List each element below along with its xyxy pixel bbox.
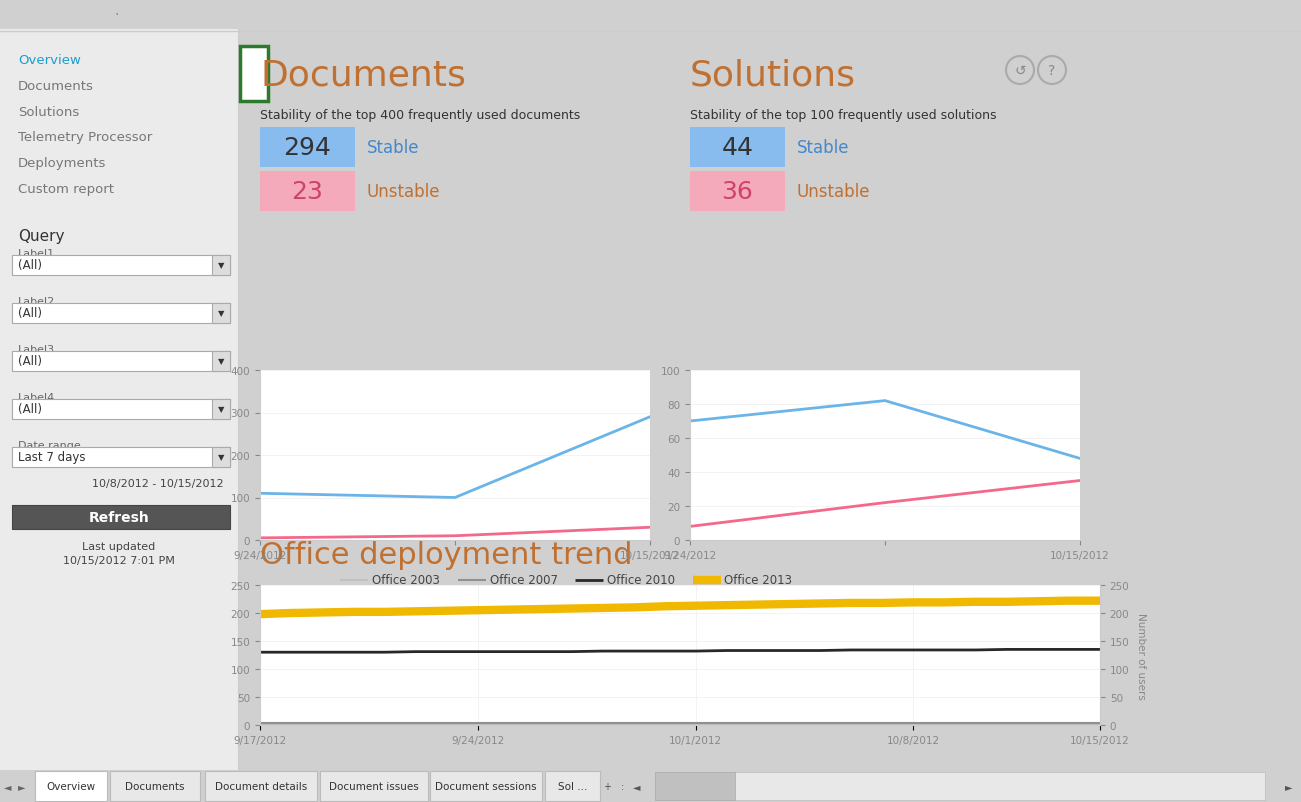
Text: Last 7 days: Last 7 days bbox=[18, 451, 86, 464]
Text: Deployments: Deployments bbox=[18, 157, 107, 170]
Text: Document details: Document details bbox=[215, 781, 307, 791]
Text: ▼: ▼ bbox=[217, 453, 224, 462]
Bar bbox=[212, 304, 230, 323]
Bar bbox=[212, 351, 230, 371]
Text: (All): (All) bbox=[18, 403, 42, 416]
Text: ↺: ↺ bbox=[1015, 64, 1025, 78]
Text: (All): (All) bbox=[18, 259, 42, 272]
FancyBboxPatch shape bbox=[431, 771, 543, 801]
Text: Sol ...: Sol ... bbox=[558, 781, 587, 791]
Text: :: : bbox=[621, 781, 623, 791]
Text: +: + bbox=[602, 781, 611, 791]
Text: Office deployment trend: Office deployment trend bbox=[260, 541, 632, 569]
Text: Solutions: Solutions bbox=[690, 59, 856, 93]
Text: 23: 23 bbox=[291, 180, 324, 204]
FancyBboxPatch shape bbox=[35, 771, 107, 801]
Text: 44: 44 bbox=[722, 136, 753, 160]
Text: ▼: ▼ bbox=[217, 309, 224, 318]
Bar bbox=[12, 351, 230, 371]
Text: Query: Query bbox=[18, 229, 65, 243]
Bar bbox=[212, 256, 230, 276]
Bar bbox=[212, 448, 230, 468]
Bar bbox=[654, 772, 1265, 800]
Text: Refresh: Refresh bbox=[88, 510, 150, 525]
Text: Document sessions: Document sessions bbox=[436, 781, 537, 791]
FancyBboxPatch shape bbox=[111, 771, 200, 801]
Text: Office 2013: Office 2013 bbox=[725, 573, 792, 587]
Text: Documents: Documents bbox=[125, 781, 185, 791]
Bar bbox=[260, 128, 355, 168]
Bar bbox=[12, 256, 230, 276]
Text: Office 2007: Office 2007 bbox=[489, 573, 558, 587]
Bar bbox=[12, 304, 230, 323]
Text: Label2: Label2 bbox=[18, 297, 55, 306]
Text: ►: ► bbox=[1285, 781, 1293, 791]
Text: Last updated
10/15/2012 7:01 PM: Last updated 10/15/2012 7:01 PM bbox=[62, 541, 174, 565]
Text: ▼: ▼ bbox=[217, 261, 224, 270]
Text: ◄: ◄ bbox=[4, 781, 12, 791]
Text: Stability of the top 400 frequently used documents: Stability of the top 400 frequently used… bbox=[260, 109, 580, 123]
Text: Overview: Overview bbox=[47, 781, 95, 791]
Bar bbox=[690, 172, 785, 212]
Bar bbox=[0, 30, 238, 770]
Text: 10/8/2012 - 10/15/2012: 10/8/2012 - 10/15/2012 bbox=[92, 479, 224, 488]
Text: Unstable: Unstable bbox=[798, 183, 870, 200]
Bar bbox=[239, 47, 268, 102]
Text: 294: 294 bbox=[284, 136, 332, 160]
Text: Document issues: Document issues bbox=[329, 781, 419, 791]
Text: Office 2003: Office 2003 bbox=[372, 573, 440, 587]
Bar bbox=[12, 505, 230, 529]
Text: Stability of the top 100 frequently used solutions: Stability of the top 100 frequently used… bbox=[690, 109, 997, 123]
Text: Label1: Label1 bbox=[18, 249, 55, 259]
Text: Office 2010: Office 2010 bbox=[608, 573, 675, 587]
FancyBboxPatch shape bbox=[545, 771, 600, 801]
Text: ▼: ▼ bbox=[217, 357, 224, 366]
Text: Solutions: Solutions bbox=[18, 105, 79, 119]
Text: ◄: ◄ bbox=[634, 781, 641, 791]
Y-axis label: Number of users: Number of users bbox=[1136, 612, 1146, 699]
Text: Overview: Overview bbox=[18, 54, 81, 67]
Text: Stable: Stable bbox=[367, 139, 419, 157]
Text: Stable: Stable bbox=[798, 139, 850, 157]
Text: (All): (All) bbox=[18, 355, 42, 368]
FancyBboxPatch shape bbox=[206, 771, 317, 801]
FancyBboxPatch shape bbox=[320, 771, 428, 801]
Bar bbox=[654, 772, 735, 800]
Text: Telemetry Processor: Telemetry Processor bbox=[18, 132, 152, 144]
Text: Date range: Date range bbox=[18, 440, 81, 451]
Text: ►: ► bbox=[18, 781, 26, 791]
Bar bbox=[260, 172, 355, 212]
Text: Label3: Label3 bbox=[18, 345, 55, 354]
Text: Documents: Documents bbox=[260, 59, 466, 93]
Text: ?: ? bbox=[1049, 64, 1055, 78]
Text: 36: 36 bbox=[722, 180, 753, 204]
Text: Custom report: Custom report bbox=[18, 184, 114, 196]
Bar bbox=[690, 128, 785, 168]
Text: (All): (All) bbox=[18, 307, 42, 320]
Bar bbox=[212, 399, 230, 419]
Bar bbox=[12, 448, 230, 468]
Text: Unstable: Unstable bbox=[367, 183, 441, 200]
Text: ·: · bbox=[114, 8, 120, 22]
Text: ▼: ▼ bbox=[217, 405, 224, 414]
Bar bbox=[12, 399, 230, 419]
Text: Label4: Label4 bbox=[18, 392, 55, 403]
Text: Documents: Documents bbox=[18, 79, 94, 92]
